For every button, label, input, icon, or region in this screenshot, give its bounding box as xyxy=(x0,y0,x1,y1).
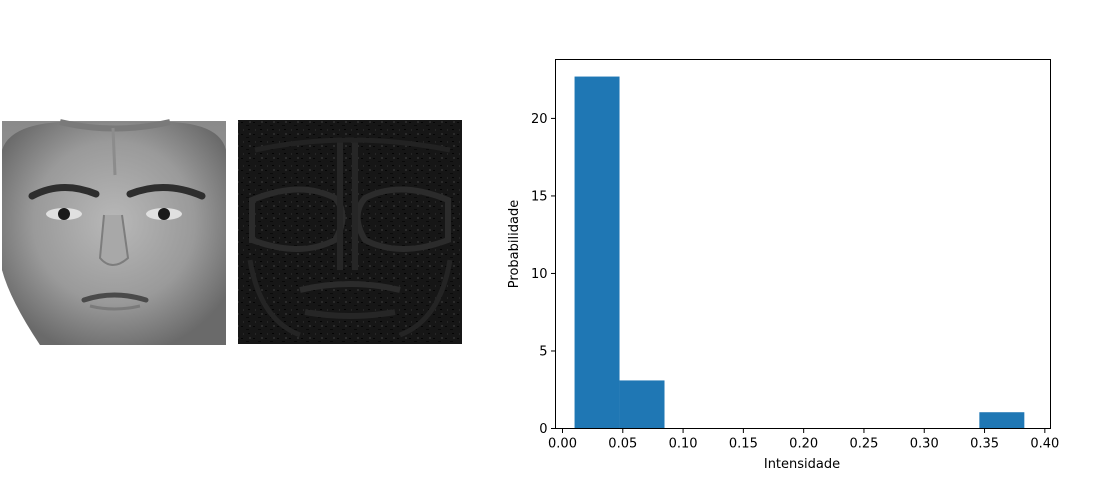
y-tick-label: 0 xyxy=(539,422,547,437)
histogram-bar-0 xyxy=(574,76,620,429)
y-tick-label: 10 xyxy=(531,267,548,282)
y-axis-ticks: 0 5 10 15 20 xyxy=(531,112,556,437)
y-axis-label: Probabilidade xyxy=(507,200,522,288)
x-axis-label: Intensidade xyxy=(764,457,840,472)
x-tick-label: 0.20 xyxy=(789,437,818,452)
x-tick-label: 0.35 xyxy=(970,437,999,452)
x-tick-label: 0.15 xyxy=(729,437,758,452)
histogram-chart: 0.00 0.05 0.10 0.15 0.20 0.25 0.30 0.35 0.40 0 5 1… xyxy=(507,59,1059,472)
y-tick-label: 15 xyxy=(531,189,548,204)
lbp-texture-map xyxy=(238,120,462,344)
plot-frame xyxy=(555,59,1051,429)
x-tick-label: 0.00 xyxy=(548,437,577,452)
x-tick-label: 0.40 xyxy=(1030,437,1059,452)
histogram-bar-1 xyxy=(619,380,665,429)
histogram-bars xyxy=(574,76,1025,429)
y-tick-label: 20 xyxy=(531,112,548,127)
face-photo xyxy=(2,119,226,345)
x-tick-label: 0.30 xyxy=(910,437,939,452)
x-tick-label: 0.10 xyxy=(669,437,698,452)
x-tick-label: 0.05 xyxy=(608,437,637,452)
histogram-bar-9 xyxy=(979,412,1025,429)
y-tick-label: 5 xyxy=(539,344,547,359)
x-axis-ticks: 0.00 0.05 0.10 0.15 0.20 0.25 0.30 0.35 0.40 xyxy=(548,428,1059,452)
x-tick-label: 0.25 xyxy=(849,437,878,452)
